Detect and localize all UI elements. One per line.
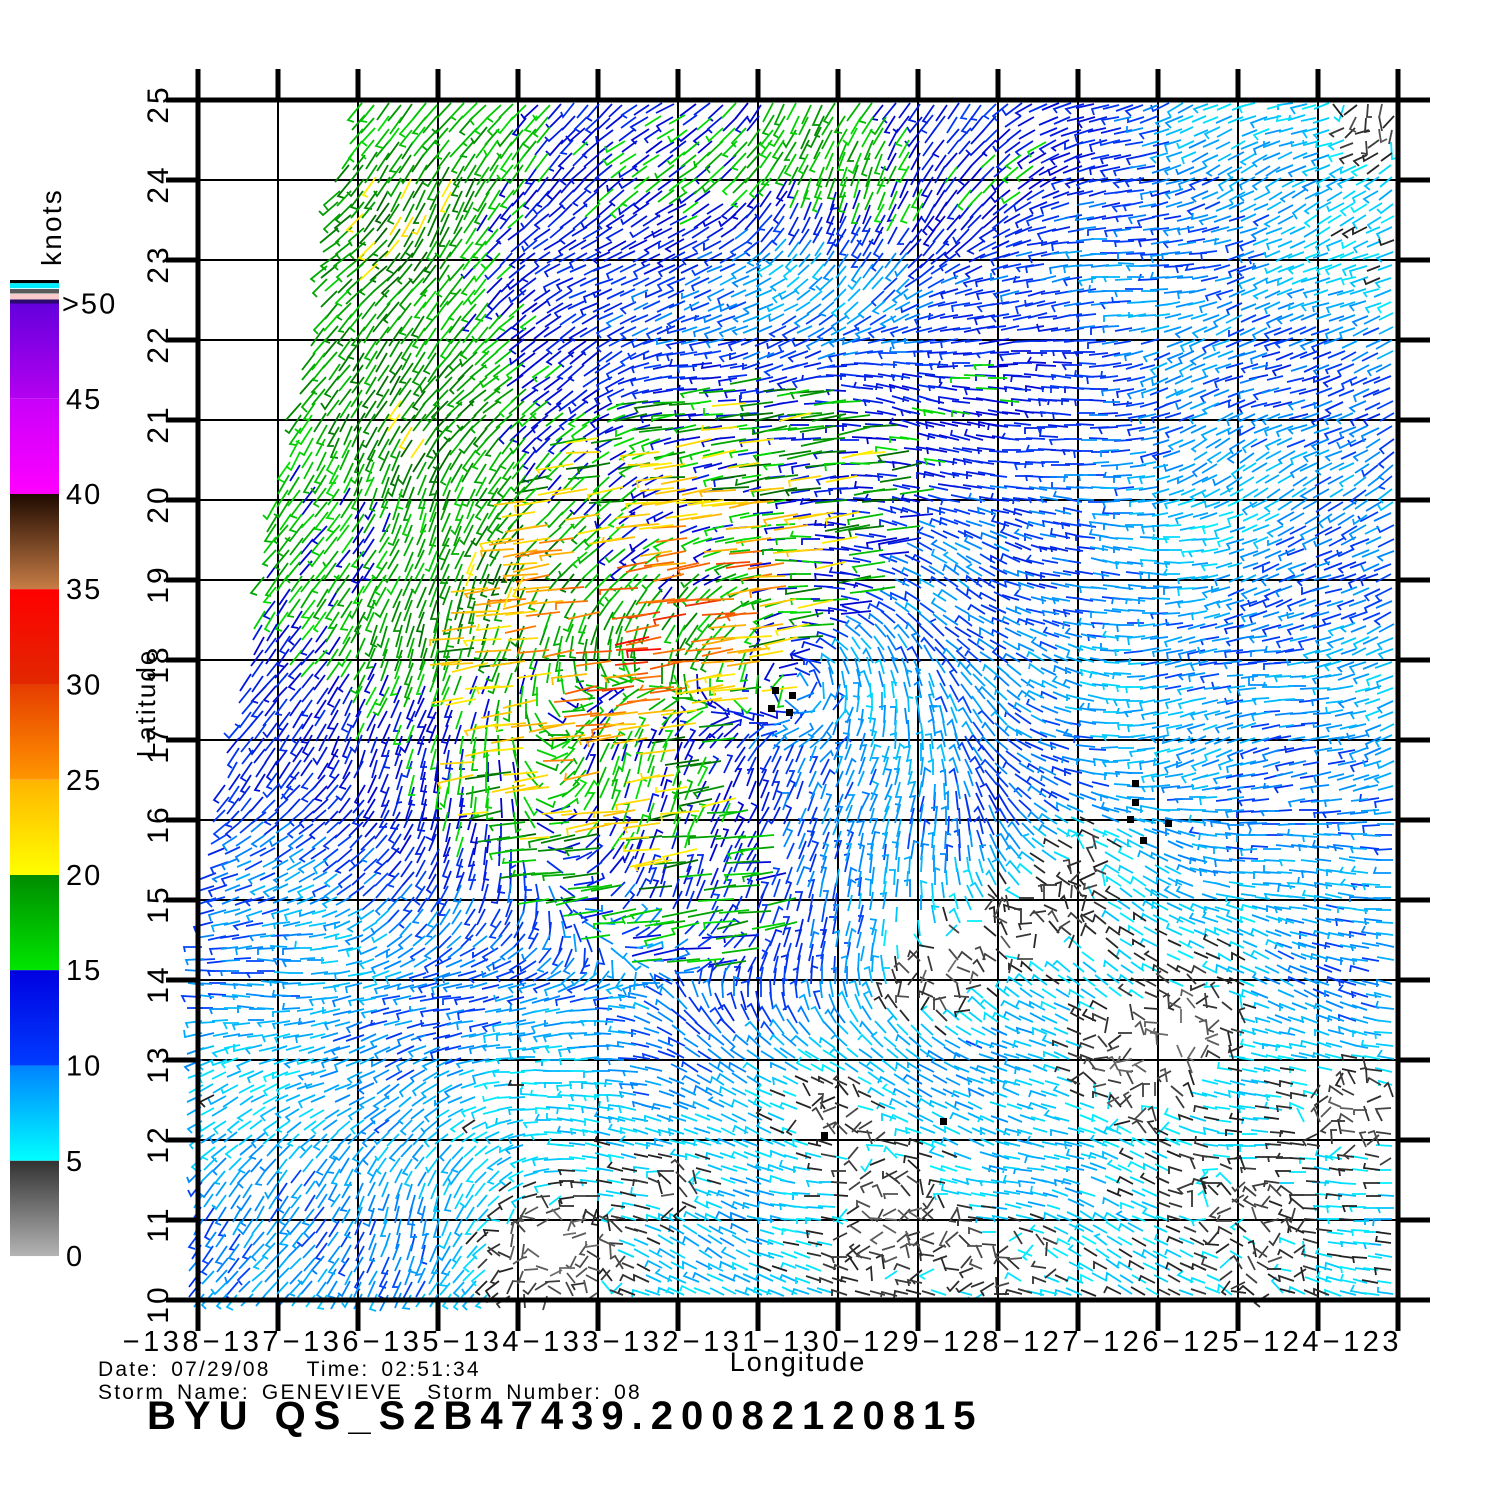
svg-text:20: 20 — [142, 484, 175, 523]
svg-text:25: 25 — [142, 84, 175, 123]
svg-text:−133: −133 — [523, 1326, 602, 1358]
svg-text:15: 15 — [142, 884, 175, 923]
svg-text:45: 45 — [66, 384, 102, 416]
svg-text:22: 22 — [142, 324, 175, 363]
svg-text:10: 10 — [142, 1284, 175, 1323]
svg-text:14: 14 — [142, 964, 175, 1003]
svg-text:−130: −130 — [763, 1326, 842, 1358]
svg-text:−131: −131 — [683, 1326, 762, 1358]
svg-text:10: 10 — [66, 1051, 102, 1083]
svg-text:30: 30 — [66, 670, 102, 702]
svg-text:BYU QS_S2B47439.20082120815: BYU QS_S2B47439.20082120815 — [147, 1394, 983, 1438]
svg-text:20: 20 — [66, 860, 102, 892]
svg-text:5: 5 — [66, 1146, 84, 1178]
svg-text:−125: −125 — [1163, 1326, 1242, 1358]
svg-text:11: 11 — [142, 1205, 175, 1242]
svg-text:0: 0 — [66, 1241, 84, 1273]
svg-text:−124: −124 — [1243, 1326, 1322, 1358]
svg-text:−127: −127 — [1003, 1326, 1082, 1358]
svg-text:24: 24 — [142, 164, 175, 203]
svg-text:−128: −128 — [923, 1326, 1002, 1358]
svg-text:13: 13 — [142, 1044, 175, 1083]
svg-text:−135: −135 — [363, 1326, 442, 1358]
svg-text:16: 16 — [142, 804, 175, 843]
svg-text:25: 25 — [66, 765, 102, 797]
svg-text:Date: 07/29/08 Time: 02:51:3: Date: 07/29/08 Time: 02:51:34 — [98, 1358, 481, 1381]
svg-text:−123: −123 — [1323, 1326, 1402, 1358]
svg-text:knots: knots — [36, 188, 67, 266]
svg-text:Storm Name: GENEVIEVE Storm N: Storm Name: GENEVIEVE Storm Number: 08 — [98, 1381, 642, 1404]
svg-text:−134: −134 — [443, 1326, 522, 1358]
svg-text:>50: >50 — [62, 289, 117, 321]
svg-text:23: 23 — [142, 244, 175, 283]
svg-text:−136: −136 — [283, 1326, 362, 1358]
svg-text:35: 35 — [66, 574, 102, 606]
svg-text:17: 17 — [142, 724, 175, 763]
svg-text:−137: −137 — [203, 1326, 282, 1358]
svg-text:Longitude: Longitude — [730, 1347, 867, 1377]
svg-text:15: 15 — [66, 955, 102, 987]
svg-text:19: 19 — [142, 564, 175, 603]
svg-text:40: 40 — [66, 479, 102, 511]
svg-text:18: 18 — [142, 644, 175, 683]
svg-text:−138: −138 — [123, 1326, 202, 1358]
svg-text:12: 12 — [142, 1124, 175, 1163]
svg-text:−129: −129 — [843, 1326, 922, 1358]
svg-text:−126: −126 — [1083, 1326, 1162, 1358]
svg-text:−132: −132 — [603, 1326, 682, 1358]
svg-text:21: 21 — [142, 404, 175, 443]
svg-text:Latitude: Latitude — [131, 649, 161, 758]
